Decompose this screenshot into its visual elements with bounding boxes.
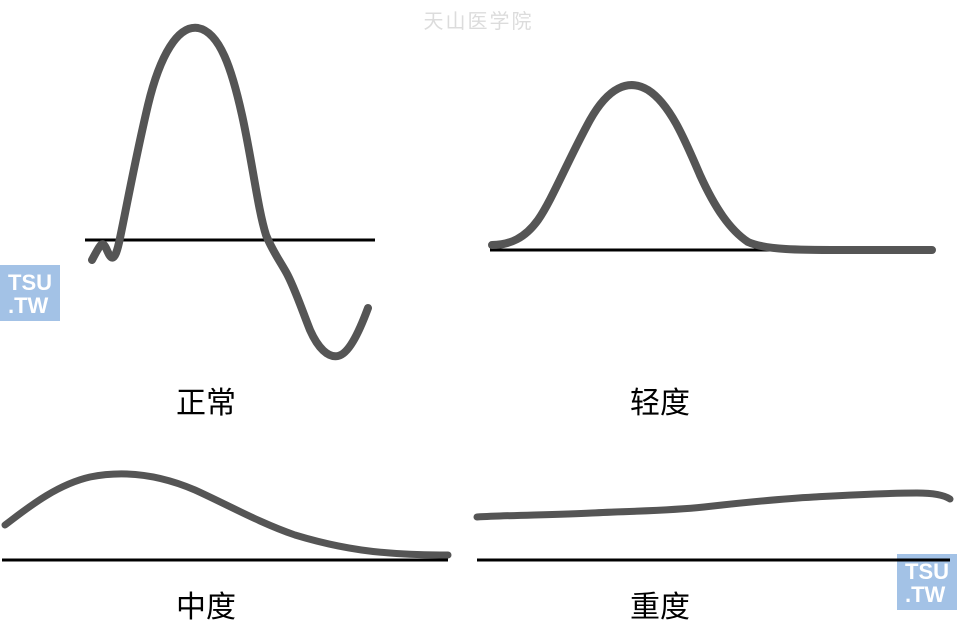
label-normal: 正常 <box>176 378 236 422</box>
watermark-text: 天山医学院 <box>424 5 534 34</box>
label-severe: 重度 <box>630 582 690 620</box>
badge-line2: .TW <box>905 583 949 606</box>
waveform-severe <box>472 455 957 575</box>
badge-line1: TSU <box>8 271 52 294</box>
tsu-badge-left: TSU .TW <box>0 265 60 321</box>
waveform-normal <box>80 10 380 370</box>
label-mild: 轻度 <box>630 378 690 422</box>
label-moderate: 中度 <box>176 582 236 620</box>
wave-mild <box>492 85 932 250</box>
wave-severe <box>477 493 950 517</box>
waveform-moderate <box>0 455 453 575</box>
wave-moderate <box>5 474 448 555</box>
figure-container: 天山医学院 TSU .TW TSU .TW 正常 轻度 中度 重度 <box>0 0 957 620</box>
waveform-mild <box>480 60 950 280</box>
badge-line2: .TW <box>8 294 52 317</box>
wave-normal <box>92 28 368 356</box>
